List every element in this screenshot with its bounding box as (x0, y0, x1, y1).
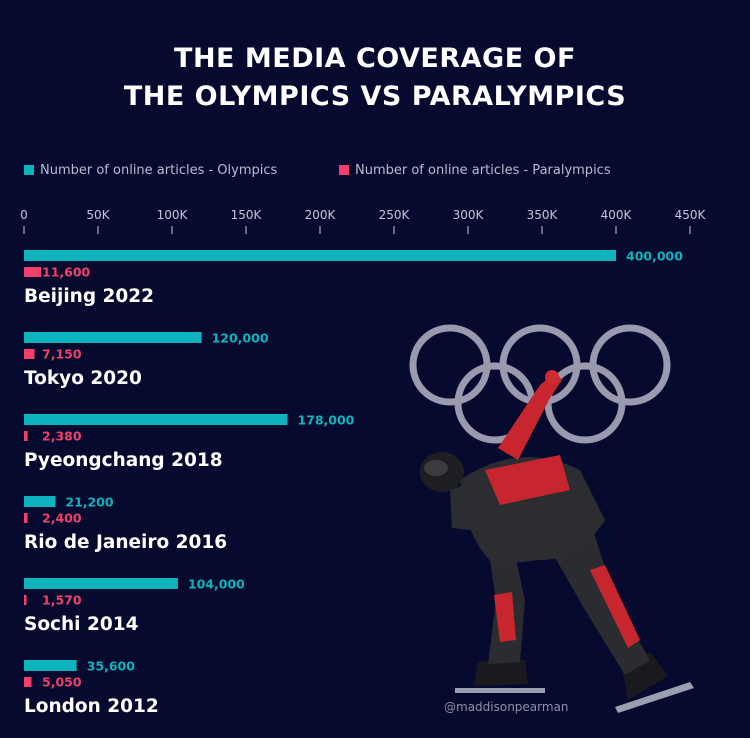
legend-label-paralympics: Number of online articles - Paralympics (355, 163, 611, 178)
bar-paralympics (24, 431, 28, 441)
data-label-paralympics: 1,570 (42, 593, 82, 608)
chart-title-line-2: THE OLYMPICS VS PARALYMPICS (123, 81, 627, 112)
x-tick-label: 50K (86, 208, 110, 222)
category-label: Tokyo 2020 (24, 368, 142, 389)
legend-label-olympics: Number of online articles - Olympics (40, 163, 278, 178)
data-label-paralympics: 5,050 (42, 675, 82, 690)
legend-item-olympics: Number of online articles - Olympics (24, 163, 277, 178)
x-tick-label: 100K (157, 208, 189, 222)
data-label-paralympics: 2,400 (42, 511, 82, 526)
x-tick-label: 350K (527, 208, 559, 222)
bar-olympics (24, 250, 616, 261)
category-label: Beijing 2022 (24, 286, 154, 307)
data-label-olympics: 400,000 (626, 249, 683, 264)
category-label: Sochi 2014 (24, 614, 139, 635)
bar-paralympics (24, 595, 27, 605)
bar-paralympics (24, 267, 42, 277)
x-tick-label: 250K (379, 208, 411, 222)
bar-paralympics (24, 349, 35, 359)
data-label-paralympics: 2,380 (42, 429, 82, 444)
legend-swatch-olympics (24, 165, 34, 175)
bar-olympics (24, 332, 202, 343)
x-tick-label: 0 (20, 208, 28, 222)
category-label: Pyeongchang 2018 (24, 450, 223, 471)
olympic-rings-icon (409, 324, 671, 444)
x-tick-label: 150K (231, 208, 263, 222)
data-label-olympics: 35,600 (87, 659, 136, 674)
chart-title: THE MEDIA COVERAGE OF THE OLYMPICS VS PA… (0, 40, 750, 116)
x-tick-label: 400K (601, 208, 633, 222)
bar-paralympics (24, 677, 32, 687)
x-axis: 0 50K 100K 150K 200K 250K 300K 350K 400K 450K (20, 208, 707, 234)
bar-olympics (24, 660, 77, 671)
x-tick-label: 450K (675, 208, 707, 222)
chart-title-line-1: THE MEDIA COVERAGE OF (174, 43, 576, 74)
watermark: @maddisonpearman (444, 700, 569, 714)
x-tick-label: 200K (305, 208, 337, 222)
data-label-paralympics: 7,150 (42, 347, 82, 362)
legend-item-paralympics: Number of online articles - Paralympics (339, 163, 611, 178)
data-label-olympics: 120,000 (212, 331, 269, 346)
data-label-paralympics: 11,600 (42, 265, 91, 280)
data-label-olympics: 104,000 (188, 577, 245, 592)
category-label: London 2012 (24, 696, 159, 717)
bar-olympics (24, 496, 56, 507)
bars: 400,000 11,600 Beijing 2022 120,000 7,150 Tok… (24, 249, 683, 717)
data-label-olympics: 21,200 (65, 495, 114, 510)
bar-olympics (24, 578, 178, 589)
bar-olympics (24, 414, 288, 425)
speed-skater-illustration (420, 370, 694, 713)
legend-swatch-paralympics (339, 165, 349, 175)
category-label: Rio de Janeiro 2016 (24, 532, 227, 553)
bar-paralympics (24, 513, 28, 523)
x-tick-label: 300K (453, 208, 485, 222)
data-label-olympics: 178,000 (297, 413, 354, 428)
